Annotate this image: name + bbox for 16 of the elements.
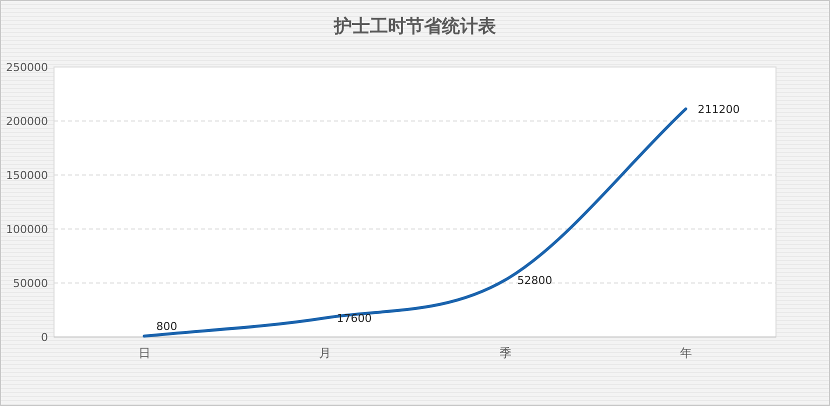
- line-series: [142, 107, 688, 338]
- y-tick-label: 100000: [6, 223, 48, 236]
- y-tick-label: 250000: [6, 61, 48, 74]
- x-tick-label: 月: [318, 346, 331, 360]
- data-label: 800: [156, 320, 178, 334]
- data-label: 211200: [698, 102, 740, 116]
- chart-title: 护士工时节省统计表: [333, 16, 496, 37]
- x-tick-label: 季: [499, 346, 512, 360]
- y-tick-label: 50000: [13, 277, 48, 290]
- y-tick-label: 0: [41, 331, 48, 344]
- y-tick-label: 150000: [6, 169, 48, 182]
- data-label: 17600: [336, 312, 372, 325]
- x-tick-label: 日: [138, 346, 150, 360]
- data-label: 52800: [517, 274, 552, 287]
- y-tick-label: 200000: [6, 115, 48, 128]
- x-tick-label: 年: [680, 346, 692, 360]
